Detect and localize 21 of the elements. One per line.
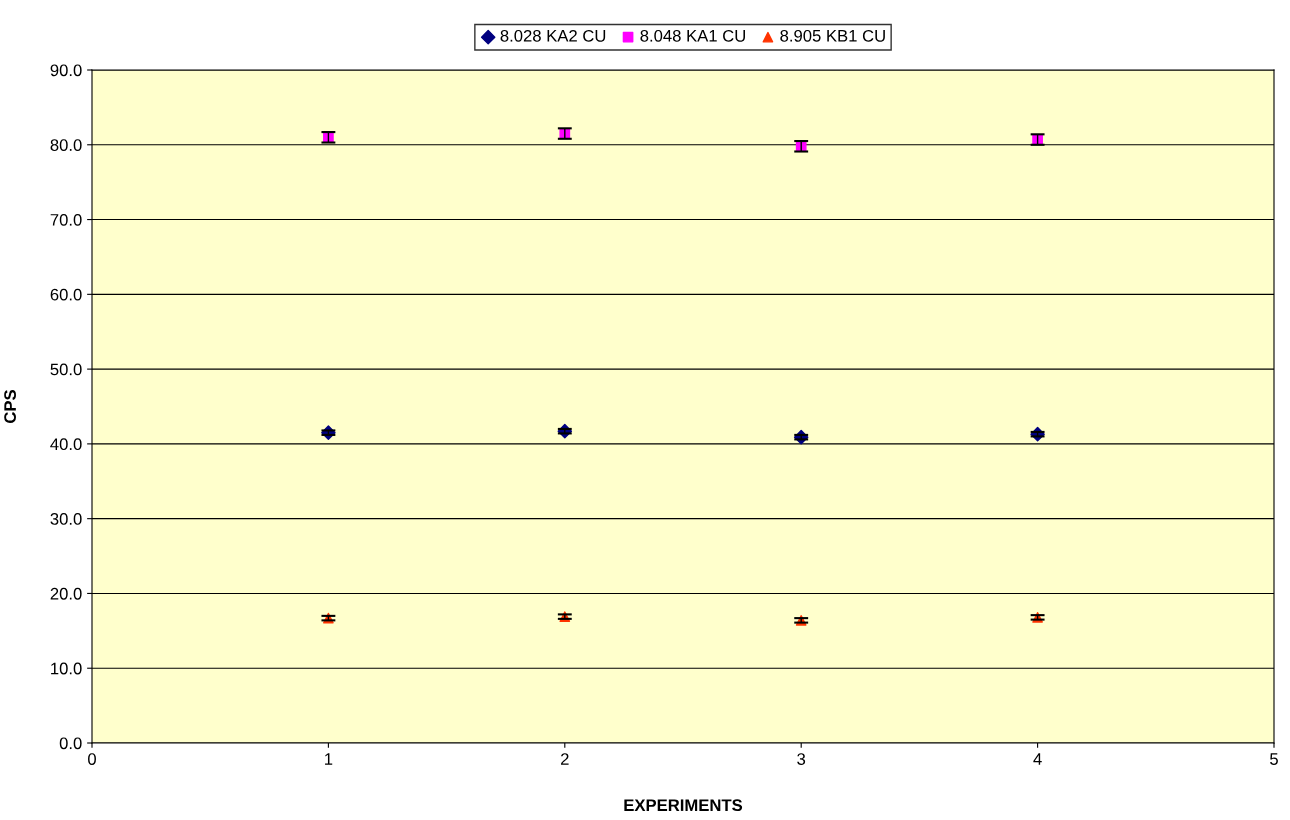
y-tick-label: 70.0 [50, 213, 82, 226]
y-tick-label: 50.0 [50, 363, 82, 376]
y-tick-label: 30.0 [50, 513, 82, 525]
x-tick-label: 4 [1033, 753, 1042, 765]
y-tick-label: 20.0 [50, 587, 82, 600]
legend-label: 8.048 KA1 CU [640, 29, 745, 42]
y-tick-label: 10.0 [51, 662, 82, 675]
x-tick-label: 0 [88, 753, 96, 765]
x-tick-label: 5 [1270, 753, 1278, 765]
x-tick-label: 3 [797, 753, 806, 765]
legend-label: 8.905 KB1 CU [780, 29, 885, 42]
x-axis-title: EXPERIMENTS [624, 799, 743, 812]
y-axis-title: CPS [4, 390, 16, 423]
y-tick-label: 90.0 [50, 64, 82, 77]
y-tick-label: 0.0 [59, 737, 82, 750]
legend-label: 8.028 KA2 CU [500, 29, 606, 42]
y-tick-label: 80.0 [50, 139, 82, 151]
x-tick-label: 1 [325, 753, 333, 765]
x-tick-label: 2 [561, 753, 569, 765]
y-tick-label: 60.0 [50, 288, 82, 301]
y-tick-label: 40.0 [50, 438, 82, 451]
